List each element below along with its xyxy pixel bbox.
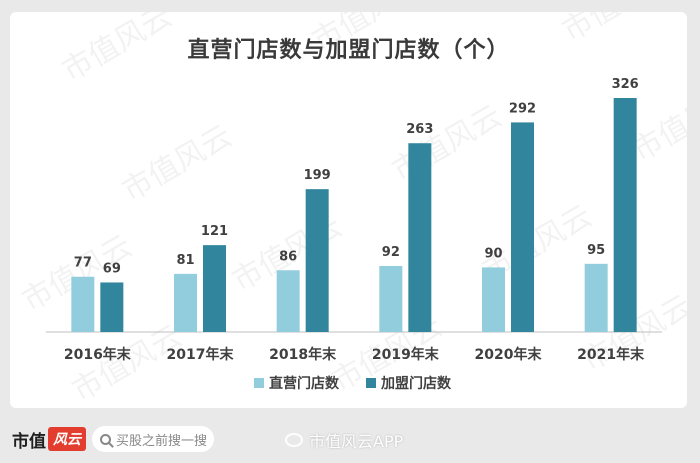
x-tick-label: 2018年末 [269,346,337,363]
chart-card: 直营门店数与加盟门店数（个） 市值风云 市值风云 市值风云 市值风云 市值风云 市值风云市… [10,12,687,408]
footer-bar: 市值 风云 买股之前搜一搜 市值风云APP [0,418,700,463]
data-label: 326 [612,77,639,92]
chart-title: 直营门店数与加盟门店数（个） [187,38,510,63]
search-icon [100,433,111,445]
data-label: 263 [406,122,433,137]
x-tick-label: 2020年末 [475,346,543,363]
bar-direct [174,273,197,332]
legend-label: 直营门店数 [269,375,340,392]
data-label: 81 [176,253,194,268]
search-placeholder: 买股之前搜一搜 [116,433,208,449]
bar-franchise [613,98,637,332]
data-label: 69 [103,261,121,276]
data-label: 90 [484,246,502,261]
watermark-text: 市值风云 [557,12,678,49]
x-tick-label: 2017年末 [167,346,235,363]
data-label: 199 [304,168,331,183]
bar-franchise [305,189,329,332]
bar-franchise [511,122,534,332]
bar-franchise [100,282,124,332]
search-box[interactable]: 买股之前搜一搜 [92,426,214,452]
weibo-watermark: 市值风云APP [285,428,403,452]
bar-franchise [408,143,432,332]
x-tick-label: 2021年末 [577,346,645,363]
data-label: 292 [509,101,536,116]
weibo-label: 市值风云APP [309,432,404,451]
x-tick-label: 2016年末 [64,346,132,363]
data-label: 92 [382,245,400,260]
brand-logo[interactable]: 市值 风云 [12,426,86,452]
bar-franchise [203,245,226,332]
watermark-text: 市值风云 [307,12,428,59]
legend-label: 加盟门店数 [380,375,452,392]
bar-direct [71,276,95,332]
bar-direct [584,263,608,332]
legend-swatch [366,378,376,388]
watermark-text: 市值风云 [387,99,508,189]
data-label: 121 [201,224,228,239]
bar-direct [482,267,505,332]
data-label: 95 [587,243,605,258]
watermark-text: 市值风云 [117,119,238,209]
x-tick-label: 2019年末 [372,346,440,363]
data-label: 77 [74,256,92,271]
brand-mark: 风云 [48,427,86,451]
data-label: 86 [279,249,297,264]
legend-swatch [254,378,264,388]
weibo-icon [285,433,303,447]
bar-direct [276,270,300,332]
watermark-text: 市值风云 [57,12,178,89]
brand-text: 市值 [12,431,46,452]
bar-direct [379,265,403,332]
